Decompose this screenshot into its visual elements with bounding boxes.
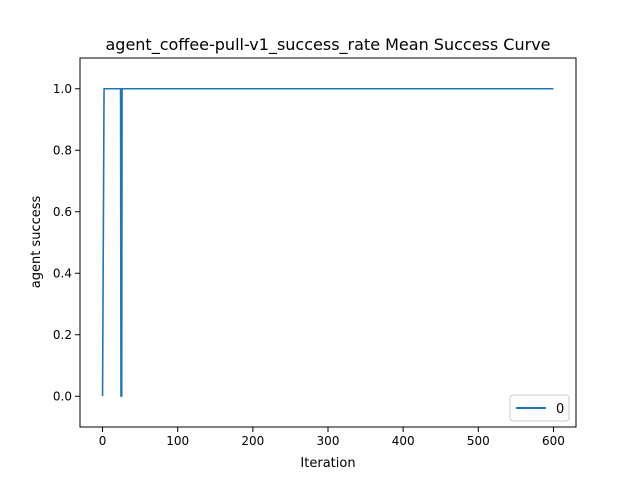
y-tick-label: 0.0: [53, 389, 72, 403]
y-tick-label: 1.0: [53, 82, 72, 96]
series-layer: [101, 87, 554, 398]
x-tick-label: 400: [392, 434, 415, 448]
x-tick-label: 500: [467, 434, 490, 448]
x-tick-label: 100: [166, 434, 189, 448]
y-tick-label: 0.2: [53, 328, 72, 342]
x-axis-label: Iteration: [300, 456, 355, 471]
x-tick-label: 200: [241, 434, 264, 448]
y-tick-label: 0.4: [53, 266, 72, 280]
y-tick-label: 0.8: [53, 143, 72, 157]
x-tick-label: 0: [99, 434, 107, 448]
y-tick-label: 0.6: [53, 205, 72, 219]
legend-label: 0: [556, 402, 564, 417]
x-axis-ticks: 0 100 200 300 400 500 600: [99, 427, 565, 448]
y-axis-ticks: 0.0 0.2 0.4 0.6 0.8 1.0: [53, 82, 80, 403]
x-tick-label: 300: [317, 434, 340, 448]
x-tick-label: 600: [542, 434, 565, 448]
series-line: [101, 87, 554, 398]
legend: 0: [509, 394, 570, 422]
y-axis-label: agent success: [29, 196, 44, 289]
chart-title: agent_coffee-pull-v1_success_rate Mean S…: [105, 35, 550, 55]
